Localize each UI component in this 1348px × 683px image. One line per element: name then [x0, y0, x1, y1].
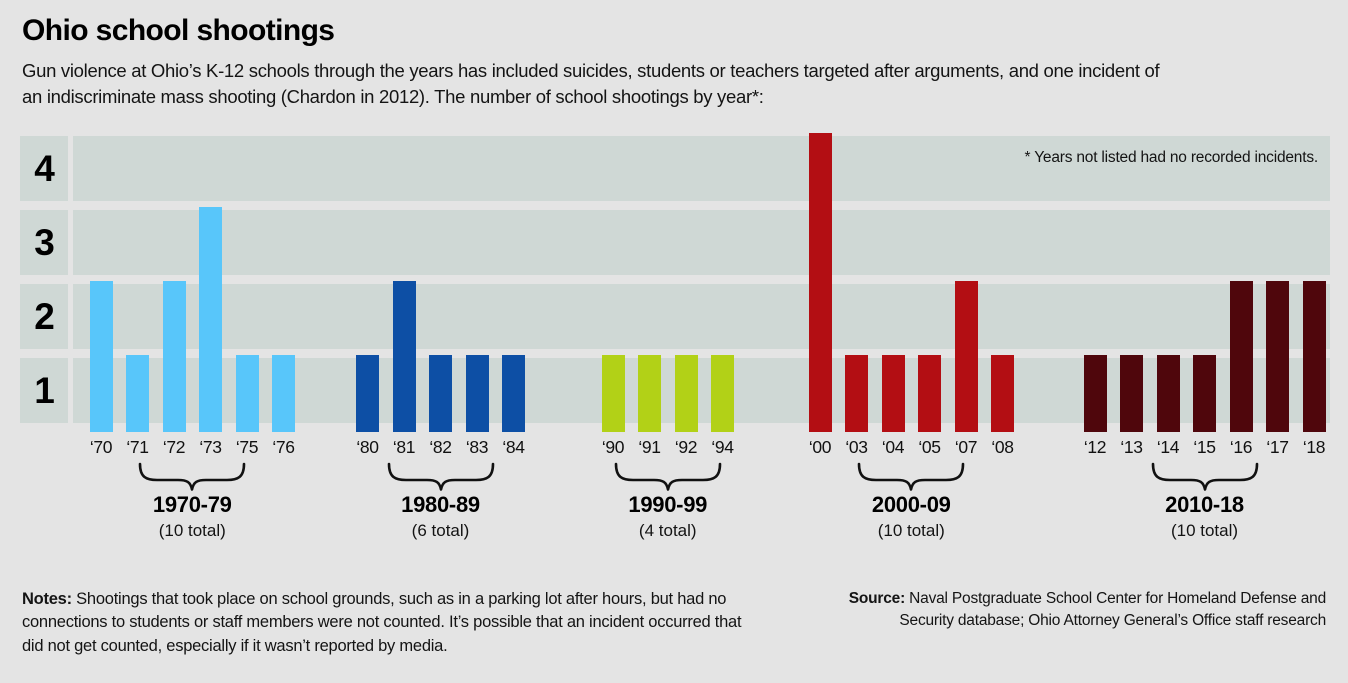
x-axis-label-71: ‘71: [126, 437, 149, 457]
x-axis-label-18: ‘18: [1302, 437, 1326, 457]
bar-81: [392, 281, 416, 432]
y-axis-label-2: 2: [20, 284, 68, 349]
decade-label-2000-09: 2000-09: [871, 492, 951, 517]
y-axis-label-4: 4: [20, 136, 68, 201]
x-axis-label-08: ‘08: [991, 437, 1014, 457]
plot-area: 4 3 2 1 ‘70 ‘71 ‘72 ‘73 ‘75 ‘76 1970-79 (10 total) ‘…: [20, 133, 1330, 540]
y-axis-label-1: 1: [20, 358, 68, 423]
decade-label-1980-89: 1980-89: [401, 492, 480, 517]
bar-90: [601, 355, 625, 432]
bar-91: [638, 355, 661, 432]
decade-total-1990-99: (4 total): [638, 521, 697, 540]
source-label: Source:: [848, 589, 906, 607]
grid-band-2: [73, 284, 1330, 349]
bar-14: [1156, 355, 1180, 432]
notes-label: Notes:: [22, 589, 72, 608]
decade-label-2010-18: 2010-18: [1165, 492, 1244, 517]
bar-00: [808, 133, 832, 432]
y-axis-label-3: 3: [20, 210, 68, 275]
page-title: Ohio school shootings: [22, 14, 335, 47]
bar-03: [845, 355, 868, 432]
bar-16: [1229, 281, 1253, 432]
source-text: Naval Postgraduate School Center for Hom…: [899, 589, 1326, 629]
x-axis-label-84: ‘84: [502, 437, 525, 457]
bar-94: [711, 355, 734, 432]
brace-1980-89: [387, 462, 494, 491]
bar-92: [674, 355, 698, 432]
brace-1970-79: [138, 462, 246, 491]
x-axis-label-13: ‘13: [1120, 437, 1143, 457]
x-axis-label-07: ‘07: [954, 437, 978, 457]
bar-75: [235, 355, 259, 432]
x-axis-label-81: ‘81: [392, 437, 416, 457]
x-axis-label-82: ‘82: [429, 437, 452, 457]
x-axis-label-73: ‘73: [199, 437, 222, 457]
decade-total-2010-18: (10 total): [1170, 521, 1239, 540]
bar-83: [465, 355, 489, 432]
bar-80: [356, 355, 379, 432]
decade-total-1970-79: (10 total): [158, 521, 226, 540]
bar-72: [162, 281, 186, 432]
bar-08: [991, 355, 1014, 432]
x-axis-label-04: ‘04: [881, 437, 905, 457]
x-axis-label-05: ‘05: [918, 437, 941, 457]
x-axis-label-17: ‘17: [1266, 437, 1289, 457]
x-axis-label-80: ‘80: [356, 437, 379, 457]
x-axis-label-92: ‘92: [674, 437, 698, 457]
x-axis-label-16: ‘16: [1229, 437, 1253, 457]
notes-block: Notes: Shootings that took place on scho…: [22, 588, 746, 659]
bar-15: [1193, 355, 1216, 432]
chart-subtitle: Gun violence at Ohio’s K-12 schools thro…: [22, 60, 1160, 107]
decade-total-1980-89: (6 total): [411, 521, 470, 540]
x-axis-label-12: ‘12: [1083, 437, 1107, 457]
bar-70: [89, 281, 113, 432]
bar-73: [199, 207, 222, 432]
source-block: Source: Naval Postgraduate School Center…: [821, 588, 1326, 632]
x-axis-label-00: ‘00: [808, 437, 832, 457]
x-axis-label-14: ‘14: [1156, 437, 1180, 457]
grid-band-4: [73, 136, 1330, 201]
x-axis-label-94: ‘94: [711, 437, 734, 457]
bar-18: [1302, 281, 1326, 432]
bar-82: [429, 355, 452, 432]
bar-76: [272, 355, 295, 432]
grid-band-3: [73, 210, 1330, 275]
brace-2010-18: [1151, 462, 1258, 491]
brace-1990-99: [614, 462, 722, 491]
bar-07: [954, 281, 978, 432]
x-axis-label-76: ‘76: [272, 437, 295, 457]
bar-05: [918, 355, 941, 432]
x-axis-label-75: ‘75: [235, 437, 259, 457]
bar-71: [126, 355, 149, 432]
notes-text: Shootings that took place on school grou…: [22, 589, 742, 655]
decade-label-1970-79: 1970-79: [152, 492, 232, 517]
decade-label-1990-99: 1990-99: [628, 492, 708, 517]
bar-17: [1266, 281, 1289, 432]
bar-04: [881, 355, 905, 432]
x-axis-label-70: ‘70: [89, 437, 113, 457]
bar-84: [502, 355, 525, 432]
x-axis-label-72: ‘72: [162, 437, 186, 457]
x-axis-label-91: ‘91: [638, 437, 661, 457]
x-axis-label-03: ‘03: [845, 437, 868, 457]
decade-total-2000-09: (10 total): [877, 521, 945, 540]
bar-12: [1083, 355, 1107, 432]
x-axis-label-90: ‘90: [601, 437, 625, 457]
brace-2000-09: [857, 462, 965, 491]
x-axis-label-15: ‘15: [1193, 437, 1216, 457]
footnote-annotation: * Years not listed had no recorded incid…: [1024, 149, 1319, 166]
bar-13: [1120, 355, 1143, 432]
x-axis-label-83: ‘83: [465, 437, 489, 457]
